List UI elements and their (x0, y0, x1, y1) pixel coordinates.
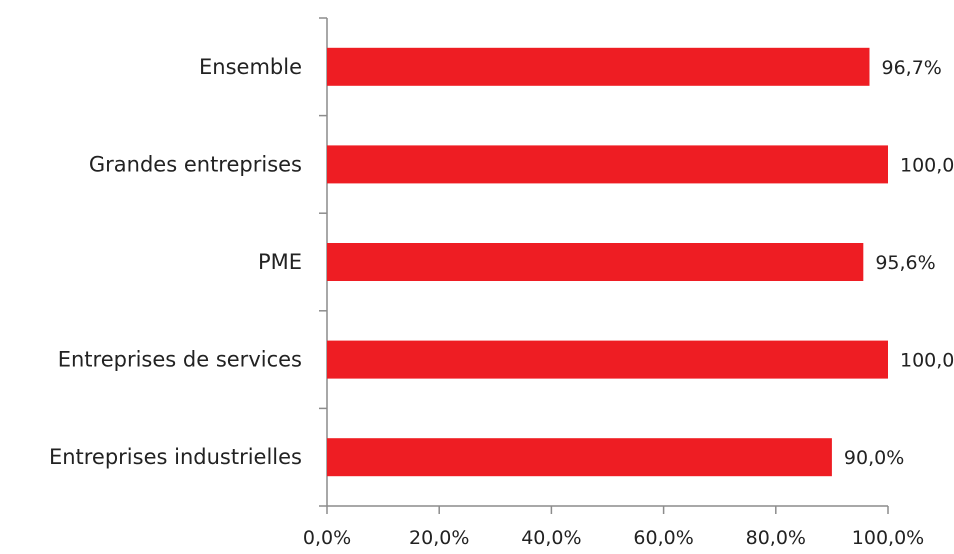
bar (327, 243, 864, 281)
bar (327, 438, 832, 477)
x-tick-label: 0,0% (303, 527, 351, 549)
category-labels: Ensemble Grandes entreprises PME Entreprise… (49, 55, 302, 469)
value-labels: 96,7% 100,0% 95,6% 100,0% 90,0% (844, 57, 954, 469)
category-label: Entreprises industrielles (49, 445, 302, 469)
bar (327, 145, 888, 184)
bar (327, 47, 870, 86)
x-tick-label: 40,0% (521, 527, 581, 549)
bars (327, 47, 888, 477)
data-label: 100,0% (900, 350, 954, 372)
data-label: 96,7% (881, 57, 941, 79)
x-tick-label: 100,0% (852, 527, 924, 549)
category-label: PME (258, 250, 302, 274)
x-tick-labels: 0,0% 20,0% 40,0% 60,0% 80,0% 100,0% (303, 527, 924, 549)
data-label: 95,6% (875, 252, 935, 274)
x-tick-label: 20,0% (409, 527, 469, 549)
category-label: Grandes entreprises (89, 152, 302, 176)
bar (327, 340, 888, 379)
category-label: Entreprises de services (58, 348, 302, 372)
data-label: 90,0% (844, 447, 904, 469)
x-tick-label: 60,0% (633, 527, 693, 549)
data-label: 100,0% (900, 154, 954, 176)
category-label: Ensemble (199, 55, 302, 79)
x-tick-label: 80,0% (746, 527, 806, 549)
